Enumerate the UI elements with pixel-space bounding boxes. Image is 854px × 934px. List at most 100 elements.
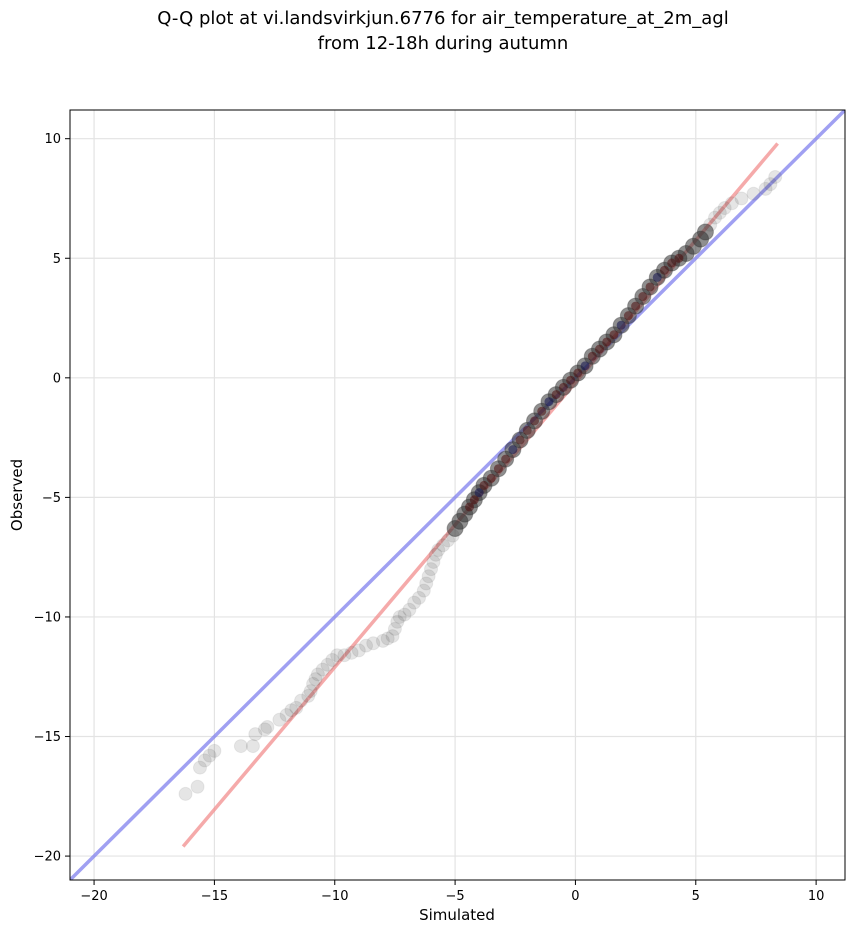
quantile-point xyxy=(260,719,275,734)
quantile-point xyxy=(402,602,417,617)
quantile-point xyxy=(197,753,212,768)
y-tick-label: 0 xyxy=(53,371,61,386)
quantile-point xyxy=(703,217,718,232)
quantile-point-core xyxy=(522,425,532,435)
quantile-point xyxy=(419,576,434,591)
quantile-point xyxy=(303,684,318,699)
x-tick-label: 0 xyxy=(571,889,579,904)
quantile-point-core xyxy=(587,351,597,361)
quantile-point xyxy=(284,703,299,718)
quantile-point-core xyxy=(501,454,511,464)
quantile-point xyxy=(431,543,446,557)
quantile-point-core xyxy=(573,368,583,378)
quantile-point xyxy=(178,786,193,801)
quantile-point-core xyxy=(530,416,540,426)
quantile-point-core xyxy=(474,488,484,498)
quantile-point xyxy=(708,210,723,225)
x-tick-label: 5 xyxy=(692,889,700,904)
quantile-point xyxy=(421,569,436,584)
quantile-point xyxy=(294,693,309,708)
quantile-point-core xyxy=(508,445,518,455)
quantile-point xyxy=(734,191,749,206)
quantile-point xyxy=(375,633,390,648)
quantile-point xyxy=(411,590,426,605)
x-tick-label: −10 xyxy=(321,889,348,904)
x-tick-label: −5 xyxy=(446,889,465,904)
quantile-point xyxy=(330,648,345,663)
quantile-point-core xyxy=(465,502,475,512)
quantile-point xyxy=(407,595,422,610)
quantile-point xyxy=(272,712,287,727)
quantile-point xyxy=(202,748,217,763)
quantile-point-core xyxy=(595,344,605,354)
quantile-point-core xyxy=(558,382,568,392)
chart-title-line-1: Q-Q plot at vi.landsvirkjun.6776 for air… xyxy=(157,8,728,29)
quantile-point-core xyxy=(469,495,479,505)
y-tick-label: −5 xyxy=(42,491,61,506)
quantile-point-core xyxy=(659,265,669,275)
quantile-point xyxy=(387,621,402,636)
quantile-point xyxy=(289,700,304,715)
quantile-point xyxy=(392,609,407,624)
quantile-point-core xyxy=(537,406,547,416)
quantile-point xyxy=(724,196,739,211)
chart-title-line-2: from 12-18h during autumn xyxy=(318,33,569,54)
quantile-point-core xyxy=(631,301,641,311)
quantile-point xyxy=(397,607,412,622)
quantile-point-core xyxy=(652,272,662,282)
quantile-point xyxy=(320,657,335,672)
quantile-point-core xyxy=(486,473,496,483)
y-tick-label: −20 xyxy=(34,850,61,865)
axis-ticks: −20 −15 −10 −5 0 5 10 −20 −15 −10 −5 0 5 10 xyxy=(34,132,825,904)
quantile-point xyxy=(717,201,732,216)
quantile-point-core xyxy=(616,320,626,330)
quantile-point xyxy=(426,554,441,569)
quantile-point xyxy=(306,676,321,691)
quantile-point-core xyxy=(602,337,612,347)
plot-area xyxy=(70,110,845,880)
quantile-point-core xyxy=(638,292,648,302)
quantile-point xyxy=(301,688,316,703)
quantile-point-core xyxy=(493,464,503,474)
quantile-point-core xyxy=(623,311,633,321)
quantile-point-core xyxy=(580,361,590,371)
quantile-point xyxy=(768,169,783,184)
quantile-point xyxy=(315,662,330,677)
quantile-point-core xyxy=(609,330,619,340)
quantile-point-core xyxy=(544,397,554,407)
quantile-point xyxy=(758,181,773,196)
quantile-point-core xyxy=(515,435,525,445)
x-tick-label: 10 xyxy=(808,889,825,904)
identity-line xyxy=(70,110,845,880)
quantile-point xyxy=(325,653,340,667)
y-tick-label: 5 xyxy=(53,252,61,267)
quantile-point xyxy=(380,631,395,646)
x-axis-label: Simulated xyxy=(419,906,495,924)
quantile-point xyxy=(763,177,778,192)
quantile-point xyxy=(385,629,400,644)
quantile-point xyxy=(310,667,325,682)
quantile-point-core xyxy=(479,480,489,490)
quantile-point xyxy=(359,638,374,653)
quantile-point xyxy=(279,708,294,722)
quantile-point xyxy=(696,223,714,241)
quantile-point xyxy=(351,643,366,658)
x-tick-label: −15 xyxy=(201,889,228,904)
quantile-point-core xyxy=(566,375,576,385)
quantile-point xyxy=(366,636,381,651)
quantile-point xyxy=(207,743,222,758)
plot-frame xyxy=(69,109,846,881)
quantile-point xyxy=(440,533,455,548)
quantile-point xyxy=(390,614,405,629)
y-axis-label: Observed xyxy=(8,459,26,531)
quantile-point xyxy=(192,760,207,775)
quantile-point xyxy=(424,562,439,577)
quantile-point xyxy=(245,739,260,754)
quantile-point xyxy=(344,645,359,660)
quantile-point-core xyxy=(667,258,677,268)
quantile-point-core xyxy=(645,282,655,292)
quantile-point xyxy=(746,186,761,201)
y-tick-label: −15 xyxy=(34,730,61,745)
quantile-point xyxy=(416,583,431,598)
